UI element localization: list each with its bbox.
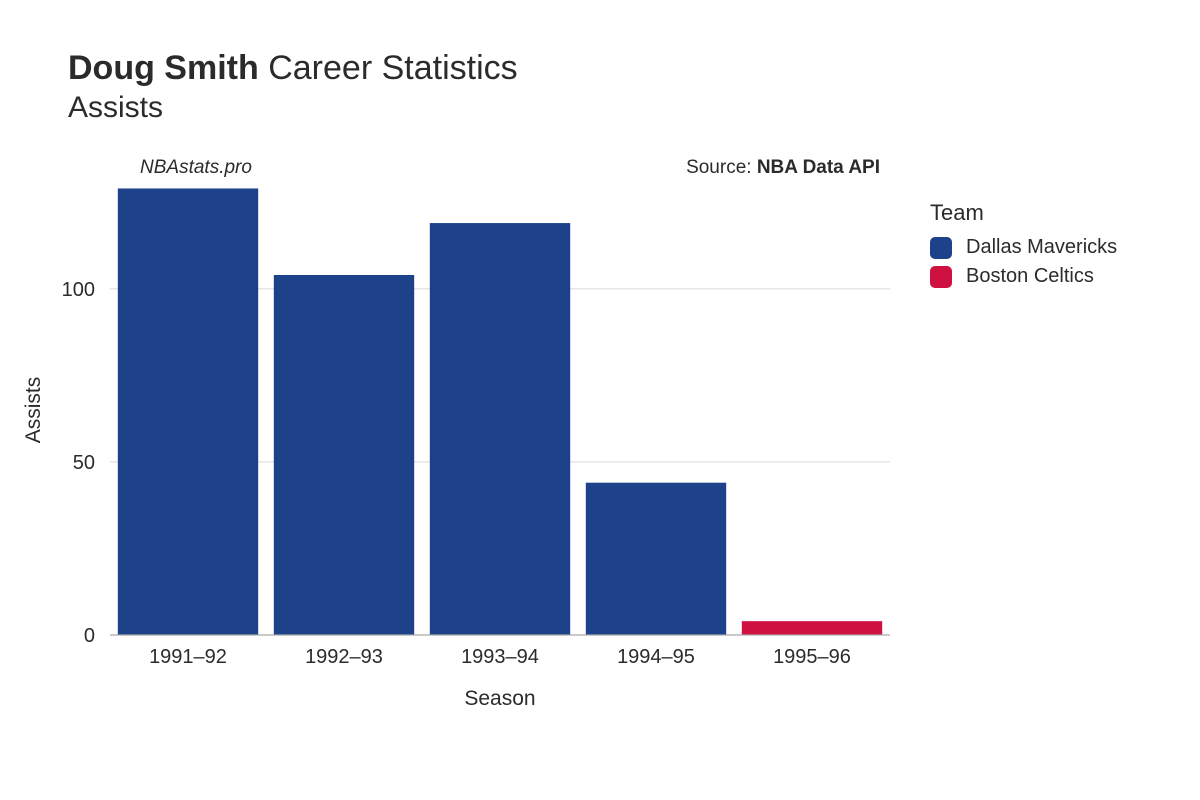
bars-group <box>118 188 882 635</box>
y-tick-labels: 0 50 100 <box>62 279 95 647</box>
bar <box>430 223 570 635</box>
watermark: NBAstats.pro <box>140 157 252 178</box>
x-tick-label: 1995–96 <box>773 646 851 668</box>
x-tick-label: 1994–95 <box>617 646 695 668</box>
legend-label: Boston Celtics <box>966 265 1094 288</box>
title-rest: Career Statistics <box>259 49 518 87</box>
bar <box>118 188 258 635</box>
y-tick-label: 50 <box>73 452 95 474</box>
x-axis-title: Season <box>464 687 535 710</box>
source-line: Source: NBA Data API <box>686 157 880 178</box>
plot-area: 050100 1991–921992–931993–941994–951995–… <box>110 185 890 635</box>
legend-item: Boston Celtics <box>930 265 1117 288</box>
bar <box>586 483 726 635</box>
legend-items: Dallas Mavericks Boston Celtics <box>930 236 1117 288</box>
source-value: NBA Data API <box>757 157 880 178</box>
x-tick-labels: 1991–92 1992–93 1993–94 1994–95 1995–96 <box>149 646 851 668</box>
bar <box>274 275 414 635</box>
legend-swatch <box>930 237 952 259</box>
legend: Team Dallas Mavericks Boston Celtics <box>930 200 1117 294</box>
chart-svg: 050100 1991–921992–931993–941994–951995–… <box>110 185 890 635</box>
chart-subtitle: Assists <box>68 91 518 125</box>
y-tick-label: 100 <box>62 279 95 301</box>
legend-label: Dallas Mavericks <box>966 236 1117 259</box>
x-tick-label: 1992–93 <box>305 646 383 668</box>
y-axis-title: Assists <box>22 377 45 444</box>
bar <box>742 621 882 635</box>
legend-swatch <box>930 266 952 288</box>
source-prefix: Source: <box>686 157 757 178</box>
y-tick-label: 0 <box>84 625 95 647</box>
title-bold: Doug Smith <box>68 49 259 87</box>
legend-item: Dallas Mavericks <box>930 236 1117 259</box>
x-tick-label: 1991–92 <box>149 646 227 668</box>
chart-container: Doug Smith Career Statistics Assists 050… <box>0 0 1200 800</box>
legend-title: Team <box>930 200 1117 226</box>
x-tick-label: 1993–94 <box>461 646 539 668</box>
title-block: Doug Smith Career Statistics Assists <box>68 48 518 125</box>
chart-title: Doug Smith Career Statistics <box>68 48 518 89</box>
